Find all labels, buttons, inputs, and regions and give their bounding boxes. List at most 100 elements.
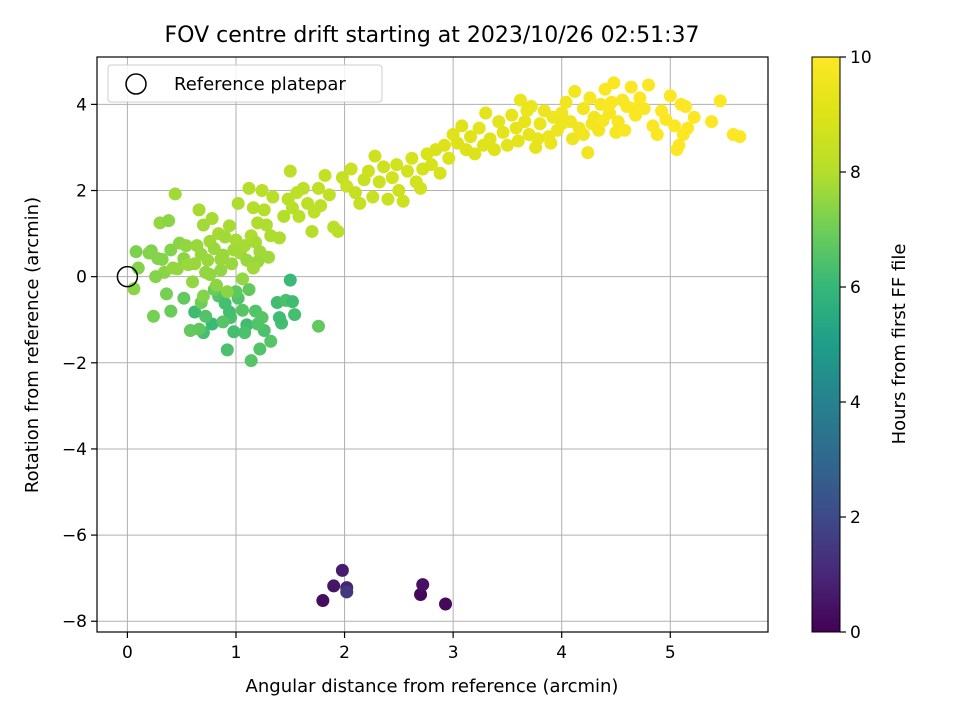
data-point xyxy=(246,261,260,275)
data-point xyxy=(292,209,306,223)
data-point xyxy=(385,171,399,185)
data-point xyxy=(214,252,228,266)
data-point xyxy=(439,597,453,611)
data-point xyxy=(177,291,191,305)
data-point xyxy=(264,334,278,348)
data-point xyxy=(663,89,677,103)
colorbar: 0 2 4 6 8 10 Hours from first FF file xyxy=(811,48,910,643)
data-point xyxy=(533,117,547,131)
data-point xyxy=(340,585,354,599)
plot-area xyxy=(96,56,769,633)
data-point xyxy=(670,143,684,157)
data-point xyxy=(285,295,299,309)
y-tick-label: 0 xyxy=(76,268,87,288)
data-point xyxy=(642,78,656,92)
y-axis: −8 −6 −4 −2 0 2 4 xyxy=(62,95,97,632)
data-point xyxy=(216,315,230,329)
colorbar-tick-label: 0 xyxy=(850,623,861,643)
data-point xyxy=(633,91,647,105)
data-point xyxy=(222,219,236,233)
data-point xyxy=(327,579,341,593)
data-point xyxy=(246,201,260,215)
data-point xyxy=(186,275,200,289)
data-point xyxy=(366,190,380,204)
data-point xyxy=(205,212,219,226)
data-point xyxy=(372,175,386,189)
data-point xyxy=(242,181,256,195)
data-point xyxy=(201,253,215,267)
data-point xyxy=(203,268,217,282)
data-point xyxy=(361,164,375,178)
grid xyxy=(97,57,768,632)
y-tick-label: −4 xyxy=(62,440,87,460)
data-point xyxy=(305,224,319,238)
data-point xyxy=(296,181,310,195)
data-point xyxy=(678,100,692,114)
data-point xyxy=(576,102,590,116)
colorbar-gradient xyxy=(811,56,841,633)
data-point xyxy=(479,106,493,120)
data-point xyxy=(344,162,358,176)
data-point xyxy=(455,119,469,133)
data-point xyxy=(257,203,271,217)
colorbar-tick-label: 4 xyxy=(850,393,861,413)
data-point xyxy=(272,311,286,325)
data-point xyxy=(129,245,143,259)
data-point xyxy=(253,342,267,356)
data-point xyxy=(555,106,569,120)
data-point xyxy=(311,181,325,195)
data-point xyxy=(266,190,280,204)
data-point xyxy=(168,187,182,201)
data-point xyxy=(520,104,534,118)
legend-reference-marker-icon xyxy=(125,73,147,95)
x-tick-label: 3 xyxy=(448,643,459,663)
data-point xyxy=(713,94,727,108)
data-point xyxy=(331,224,345,238)
data-point xyxy=(262,250,276,264)
colorbar-tick-label: 8 xyxy=(850,163,861,183)
data-point xyxy=(183,324,197,338)
data-point xyxy=(416,578,430,592)
colorbar-tick-label: 6 xyxy=(850,278,861,298)
data-point xyxy=(231,196,245,210)
x-tick-label: 2 xyxy=(339,643,350,663)
data-point xyxy=(618,123,632,137)
y-tick-label: −6 xyxy=(62,526,87,546)
data-point xyxy=(283,164,297,178)
data-point xyxy=(220,285,234,299)
data-point xyxy=(142,246,156,260)
data-point xyxy=(188,305,202,319)
x-tick-label: 5 xyxy=(665,643,676,663)
data-point xyxy=(214,263,228,277)
data-point xyxy=(218,230,232,244)
data-point xyxy=(705,115,719,129)
colorbar-tick-label: 10 xyxy=(850,48,872,68)
data-point xyxy=(162,214,176,228)
data-point xyxy=(424,158,438,172)
data-point xyxy=(464,130,478,144)
data-point xyxy=(487,143,501,157)
data-point xyxy=(405,151,419,165)
data-point xyxy=(437,138,451,152)
data-point xyxy=(242,283,256,297)
data-point xyxy=(511,134,525,148)
x-axis: 0 1 2 3 4 5 xyxy=(122,632,676,663)
x-axis-label: Angular distance from reference (arcmin) xyxy=(246,676,619,697)
data-point xyxy=(368,149,382,163)
data-point xyxy=(235,272,249,286)
data-point xyxy=(596,114,610,128)
data-point xyxy=(235,303,249,317)
data-point xyxy=(348,186,362,200)
data-point xyxy=(146,309,160,323)
data-point xyxy=(322,188,336,202)
data-point xyxy=(492,115,506,129)
y-tick-label: 4 xyxy=(76,95,87,115)
chart-title: FOV centre drift starting at 2023/10/26 … xyxy=(165,23,700,48)
data-point xyxy=(576,128,590,142)
data-point xyxy=(414,588,428,602)
data-point xyxy=(566,132,580,146)
data-point xyxy=(626,102,640,116)
data-point xyxy=(607,76,621,90)
data-point xyxy=(668,119,682,133)
data-point xyxy=(277,209,291,223)
